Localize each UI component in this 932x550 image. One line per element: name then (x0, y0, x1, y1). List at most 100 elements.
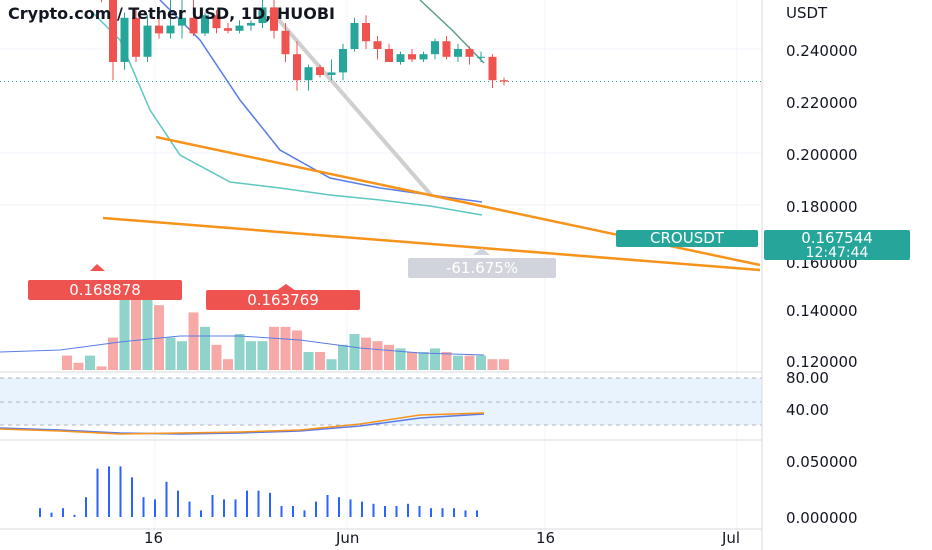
candle-body (166, 25, 175, 34)
candle-body (189, 17, 198, 34)
time-tick: 16 (144, 529, 164, 547)
candle-body (477, 56, 485, 58)
marker-pointer (276, 284, 296, 291)
volume-bar (395, 348, 406, 370)
price-tick: 0.200000 (786, 146, 858, 164)
symbol-tag: CROUSDT (616, 230, 758, 247)
rsi-pane (0, 377, 762, 435)
candle-body (270, 7, 278, 31)
candlestick-series (101, 0, 508, 91)
volume-bar (96, 366, 107, 370)
histogram-tick: 0.000000 (786, 509, 858, 527)
candle-body (488, 56, 497, 81)
gray-trend-line (268, 8, 434, 198)
candle-body (431, 41, 439, 55)
volume-bar (200, 326, 210, 370)
volume-bar (476, 355, 486, 370)
marker-label: 0.163769 (206, 290, 360, 310)
time-tick: Jul (722, 529, 741, 547)
rsi-signal-line (0, 412, 485, 435)
volume-bar (430, 348, 440, 370)
chart-title: Crypto.com / Tether USD, 1D, HUOBI (8, 4, 335, 23)
price-tick: 0.120000 (786, 353, 858, 371)
volume-bar (372, 341, 383, 370)
volume-bar (142, 287, 153, 370)
volume-bar (349, 334, 360, 370)
volume-bar (361, 337, 371, 370)
candle-body (327, 72, 336, 75)
volume-bar (108, 337, 118, 370)
volume-bar (165, 337, 176, 370)
volume-bar (62, 355, 72, 370)
candle-body (442, 41, 451, 57)
volume-bar (487, 359, 498, 370)
candle-body (178, 17, 186, 26)
candle-body (304, 67, 313, 81)
volume-bar (246, 341, 256, 370)
volume-bar (326, 359, 337, 370)
candle-body (132, 17, 140, 57)
candle-body (212, 15, 221, 29)
rsi-tick: 80.00 (786, 369, 829, 387)
volume-bar (177, 341, 187, 370)
volume-bar (499, 359, 509, 370)
volume-ma-line (0, 335, 485, 356)
volume-bar (280, 326, 291, 370)
volume-bar (85, 355, 95, 370)
candle-body (465, 49, 474, 57)
volume-bars (0, 287, 509, 370)
histogram-tick: 0.050000 (786, 453, 858, 471)
volume-bar (292, 330, 302, 370)
candle-body (247, 23, 255, 26)
volume-bar (464, 355, 475, 370)
volume-bar (338, 344, 348, 370)
percent-change-badge: -61.675% (408, 258, 556, 278)
price-axis-unit: USDT (786, 4, 828, 22)
price-tick: 0.180000 (786, 198, 858, 216)
bar-countdown: 12:47:44 (805, 245, 869, 261)
candle-body (201, 15, 209, 34)
volume-bar (234, 334, 245, 370)
candle-body (224, 28, 232, 31)
volume-bar (315, 352, 325, 370)
candle-body (362, 23, 370, 42)
volume-bar (211, 344, 222, 370)
rsi-tick: 40.00 (786, 401, 829, 419)
marker-pointer (90, 264, 105, 271)
volume-bar (73, 362, 84, 370)
marker-label: 0.168878 (28, 280, 182, 300)
volume-bar (131, 287, 141, 370)
candle-body (408, 54, 416, 60)
volume-bar (119, 290, 130, 370)
candle-body (120, 17, 129, 62)
rsi-line (0, 413, 485, 435)
ma-fast-line (89, 9, 483, 216)
current-price-tag: 0.167544 12:47:44 (764, 230, 910, 260)
candle-body (419, 54, 428, 60)
price-tick: 0.140000 (786, 302, 858, 320)
candle-body (373, 41, 382, 49)
candle-body (235, 25, 244, 31)
candle-body (143, 25, 152, 57)
grid-lines (0, 0, 762, 529)
volume-bar (407, 352, 417, 370)
histogram-pane (39, 466, 478, 517)
volume-bar (453, 355, 463, 370)
candle-body (316, 67, 324, 75)
volume-bar (188, 312, 199, 370)
candle-body (396, 54, 405, 62)
volume-bar (441, 352, 452, 370)
candle-body (109, 0, 117, 63)
wedge-lower-trendline (102, 216, 761, 272)
candle-body (500, 80, 508, 82)
candle-body (454, 49, 462, 57)
current-price: 0.167544 (801, 229, 873, 247)
volume-bar (384, 344, 394, 370)
volume-bar (257, 341, 268, 370)
volume-bar (223, 359, 233, 370)
candle-body (339, 49, 347, 73)
candle-body (385, 49, 393, 62)
candle-body (281, 30, 290, 55)
volume-bar (418, 352, 429, 370)
